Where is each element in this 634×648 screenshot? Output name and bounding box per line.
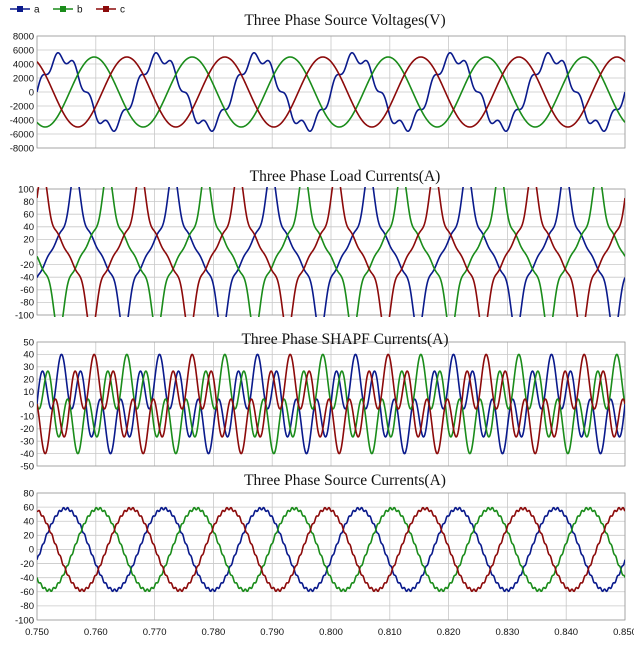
y-tick-label: -6000 [10, 129, 34, 140]
y-tick-label: 20 [23, 531, 34, 542]
y-tick-label: -20 [20, 260, 34, 271]
series-c-line [37, 506, 625, 593]
series-a-line [37, 506, 625, 593]
plot-frame [36, 492, 626, 621]
y-tick-label: 40 [23, 222, 34, 233]
y-tick-label: -20 [20, 559, 34, 570]
legend-label-c: c [120, 5, 125, 16]
y-tick-label: 80 [23, 197, 34, 208]
y-tick-label: -2000 [10, 101, 34, 112]
legend-marker-c [103, 6, 109, 12]
panel-title: Three Phase Source Currents(A) [244, 472, 446, 489]
y-tick-label: 6000 [13, 45, 34, 56]
y-tick-label: 10 [23, 387, 34, 398]
y-tick-label: 0 [29, 545, 34, 556]
y-tick-label: -40 [20, 449, 34, 460]
y-tick-label: 80 [23, 488, 34, 499]
x-tick-label: 0.780 [202, 627, 226, 638]
plot-frame [36, 188, 626, 316]
y-tick-label: -80 [20, 298, 34, 309]
x-tick-label: 0.810 [378, 627, 402, 638]
y-tick-label: 0 [29, 87, 34, 98]
panel-title: Three Phase Source Voltages(V) [244, 12, 445, 29]
panel-title: Three Phase Load Currents(A) [250, 168, 441, 185]
y-tick-label: 40 [23, 350, 34, 361]
legend-marker-b [60, 6, 66, 12]
y-tick-label: 60 [23, 210, 34, 221]
y-tick-label: 50 [23, 337, 34, 348]
y-tick-label: 0 [29, 247, 34, 258]
y-tick-label: -20 [20, 424, 34, 435]
y-tick-label: -30 [20, 437, 34, 448]
y-tick-label: 4000 [13, 59, 34, 70]
y-tick-label: -80 [20, 601, 34, 612]
x-tick-label: 0.840 [554, 627, 578, 638]
x-tick-label: 0.850 [613, 627, 634, 638]
y-tick-label: -100 [15, 310, 34, 321]
series-b-line [37, 56, 625, 128]
y-tick-label: 60 [23, 502, 34, 513]
panel-4: 80 60 40 20 0 -20 -40 -60 -80 -100 Three Phase Sou… [15, 472, 626, 626]
series-c-line [37, 56, 625, 128]
series-c-line [37, 187, 625, 317]
y-tick-label: -4000 [10, 115, 34, 126]
y-tick-label: 8000 [13, 31, 34, 42]
y-tick-label: -8000 [10, 143, 34, 154]
x-tick-label: 0.750 [25, 627, 49, 638]
legend-marker-a [17, 6, 23, 12]
y-tick-label: 20 [23, 235, 34, 246]
y-tick-label: 30 [23, 362, 34, 373]
panel-title: Three Phase SHAPF Currents(A) [241, 331, 448, 348]
y-tick-label: -100 [15, 615, 34, 626]
x-tick-label: 0.760 [84, 627, 108, 638]
series-b-line [37, 187, 625, 317]
y-tick-label: 2000 [13, 73, 34, 84]
series-b-line [37, 506, 625, 593]
x-tick-label: 0.830 [496, 627, 520, 638]
y-tick-label: 40 [23, 517, 34, 528]
legend-label-a: a [34, 5, 40, 16]
y-tick-label: 20 [23, 375, 34, 386]
x-tick-label: 0.790 [260, 627, 284, 638]
y-tick-label: -60 [20, 285, 34, 296]
y-tick-label: -10 [20, 412, 34, 423]
x-tick-label: 0.770 [143, 627, 167, 638]
legend-label-b: b [77, 5, 83, 16]
x-tick-label: 0.820 [437, 627, 461, 638]
y-tick-label: -40 [20, 573, 34, 584]
x-tick-label: 0.800 [319, 627, 343, 638]
legend: a b c [10, 5, 125, 16]
y-tick-label: -40 [20, 273, 34, 284]
series-a-line [37, 51, 625, 133]
y-tick-label: -50 [20, 461, 34, 472]
y-tick-label: 0 [29, 399, 34, 410]
y-tick-label: 100 [18, 184, 34, 195]
panel-1: 8000 6000 4000 2000 0 -2000 -4000 -6000 -8000 Thr… [10, 12, 626, 154]
y-tick-label: -60 [20, 587, 34, 598]
series-c-line [37, 353, 625, 455]
series-a-line [37, 187, 625, 317]
